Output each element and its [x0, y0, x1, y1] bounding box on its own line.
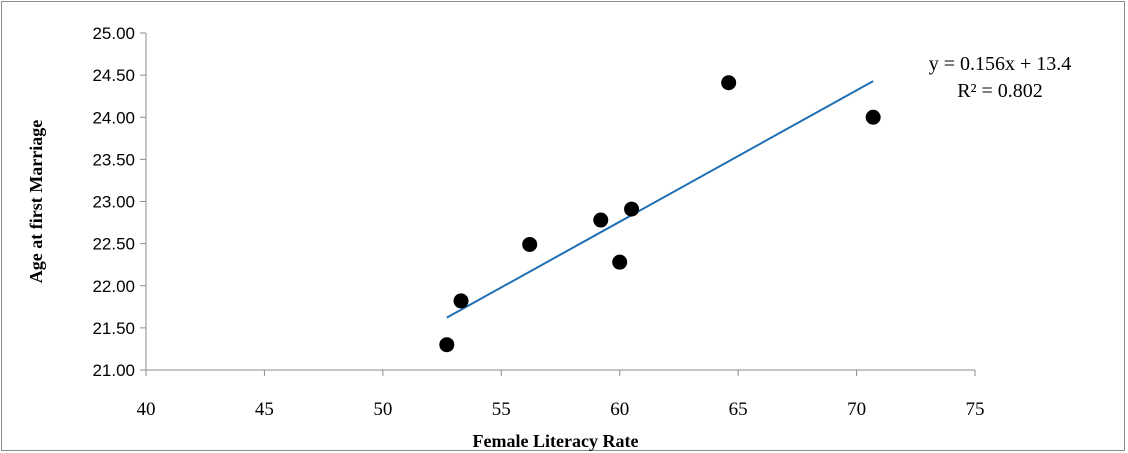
trendline	[446, 80, 874, 319]
y-tick-label: 22.00	[92, 277, 135, 296]
data-point	[453, 293, 469, 309]
data-point	[721, 75, 737, 91]
x-axis-title: Female Literacy Rate	[473, 431, 639, 451]
x-tick-label: 70	[847, 399, 866, 420]
x-tick-label: 50	[373, 399, 392, 420]
x-tick-label: 60	[610, 399, 629, 420]
data-point	[439, 337, 455, 353]
data-point	[522, 236, 538, 252]
axes	[145, 33, 975, 371]
data-point	[593, 212, 609, 228]
y-tick-label: 23.50	[92, 150, 135, 169]
x-tick-label: 55	[492, 399, 511, 420]
trendline-r-squared: R² = 0.802	[957, 80, 1043, 102]
y-tick-label: 21.00	[92, 361, 135, 380]
data-point	[612, 254, 628, 270]
x-axis-ticks: 40 45 50 55 60 65 70 75	[137, 370, 985, 420]
x-tick-label: 45	[255, 399, 274, 420]
trendline-equation: y = 0.156x + 13.4	[929, 53, 1072, 75]
y-axis-ticks: 21.00 21.50 22.00 22.50 23.00 23.50 24.00 24.50…	[92, 24, 146, 380]
y-tick-label: 24.00	[92, 108, 135, 127]
y-tick-label: 25.00	[92, 24, 135, 43]
data-points	[439, 75, 881, 353]
y-tick-label: 24.50	[92, 66, 135, 85]
x-tick-label: 40	[137, 399, 156, 420]
y-tick-label: 23.00	[92, 193, 135, 212]
trendline-group	[446, 80, 874, 319]
x-tick-label: 65	[729, 399, 748, 420]
data-point	[624, 201, 640, 217]
y-tick-label: 21.50	[92, 319, 135, 338]
y-tick-label: 22.50	[92, 235, 135, 254]
y-axis-title: Age at first Marriage	[26, 120, 46, 283]
data-point	[865, 109, 881, 125]
x-tick-label: 75	[966, 399, 985, 420]
